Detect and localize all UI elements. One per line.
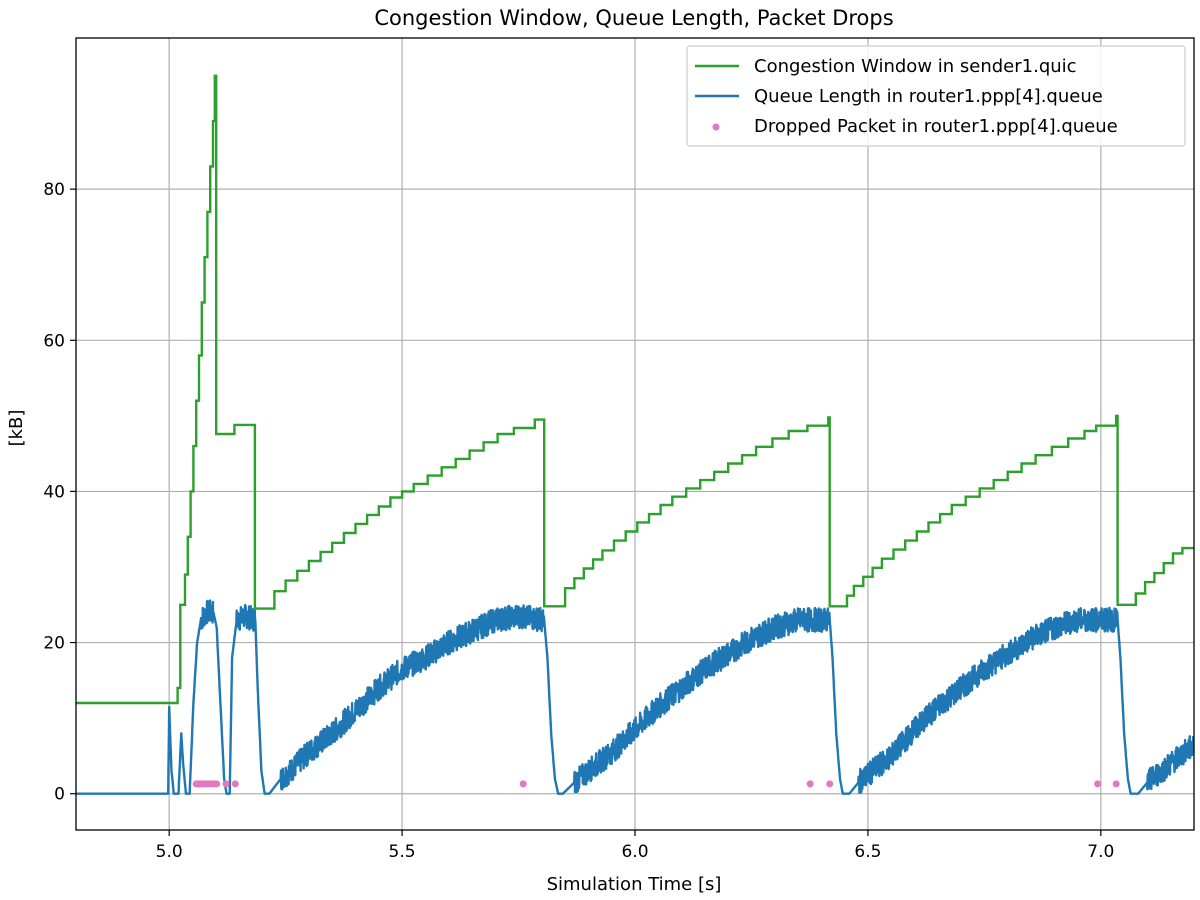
- series-2: [192, 780, 1120, 788]
- legend-box: [686, 45, 1186, 147]
- y-axis-label: [kB]: [6, 410, 27, 447]
- x-tick-label: 5.0: [156, 842, 183, 862]
- congestion-window-line: [76, 74, 1194, 705]
- drop-marker: [213, 780, 221, 788]
- x-tick-label: 6.0: [621, 842, 648, 862]
- queue-length-line: [76, 599, 1194, 795]
- x-tick-label: 6.5: [854, 842, 881, 862]
- y-tick-label: 0: [54, 785, 65, 805]
- x-tick-label: 5.5: [389, 842, 416, 862]
- legend-label: Congestion Window in sender1.quic: [754, 56, 1077, 77]
- drop-marker: [826, 780, 834, 788]
- axis-ticks: 5.0 5.5 6.0 6.5 7.0 0 20 40 60 80: [43, 180, 1114, 862]
- chart-title: Congestion Window, Queue Length, Packet …: [374, 6, 893, 30]
- y-tick-label: 80: [43, 180, 65, 200]
- series-0: [76, 74, 1194, 705]
- x-tick-label: 7.0: [1087, 842, 1114, 862]
- x-axis-label: Simulation Time [s]: [547, 874, 722, 895]
- drop-marker: [231, 780, 239, 788]
- y-tick-label: 60: [43, 331, 65, 351]
- series-1: [76, 599, 1194, 795]
- drop-marker: [1094, 780, 1102, 788]
- drop-marker: [806, 780, 814, 788]
- drop-marker: [222, 780, 230, 788]
- grid-lines: [76, 38, 1194, 830]
- drop-marker: [519, 780, 527, 788]
- drop-marker: [1112, 780, 1120, 788]
- y-tick-label: 20: [43, 634, 65, 654]
- series-layer: [76, 74, 1194, 795]
- legend: Congestion Window in sender1.quic Queue L…: [686, 45, 1186, 147]
- legend-label: Dropped Packet in router1.ppp[4].queue: [754, 116, 1118, 137]
- plot-frame: [75, 37, 1195, 831]
- legend-marker: [712, 123, 720, 131]
- legend-label: Queue Length in router1.ppp[4].queue: [754, 86, 1103, 107]
- y-tick-label: 40: [43, 482, 65, 502]
